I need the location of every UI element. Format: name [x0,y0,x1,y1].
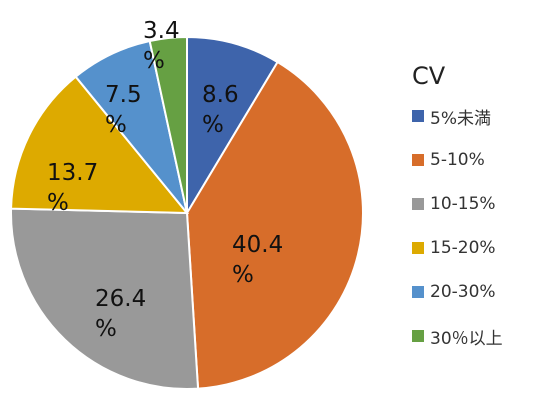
legend-label: 10-15% [430,194,496,214]
pie-slice-1 [186,35,279,217]
slice-label-value: 3.4 [143,18,180,44]
slice-label-value: 26.4 [95,286,146,312]
slice-label-unit: % [95,316,117,342]
slice-label-value: 40.4 [232,232,283,258]
legend-label: 15-20% [430,238,496,258]
slice-label-value: 8.6 [202,82,239,108]
slice-label-unit: % [202,112,224,138]
slice-label-3: 26.4% [95,286,146,342]
legend: CV 5%未満 5-10% 10-15% 15-20% 20-30% 30％以上 [412,62,503,368]
legend-title: CV [412,62,446,90]
legend-label: 5-10% [430,150,485,170]
legend-label: 20-30% [430,282,496,302]
legend-swatch [412,110,424,122]
slice-label-6: 3.4% [143,18,180,74]
legend-item-6: 30％以上 [412,324,503,349]
pie-slice-2 [185,60,364,390]
legend-swatch [412,198,424,210]
pie-slices [10,35,364,390]
legend-label: 5%未満 [430,108,491,129]
legend-swatch [412,330,424,342]
slice-label-unit: % [105,112,127,138]
slice-label-5: 7.5% [105,82,142,138]
slice-label-value: 13.7 [47,160,98,186]
slice-label-unit: % [143,48,165,74]
slice-label-unit: % [232,262,254,288]
slice-label-value: 7.5 [105,82,142,108]
legend-item-5: 20-30% [412,280,503,304]
pie-slice-6 [148,35,188,214]
slice-label-4: 13.7% [47,160,98,216]
legend-item-1: 5%未満 [412,104,503,129]
slice-label-1: 8.6% [202,82,239,138]
slice-label-unit: % [47,190,69,216]
legend-item-4: 15-20% [412,236,503,260]
legend-item-3: 10-15% [412,192,503,216]
pie-slice-3 [10,207,200,390]
legend-swatch [412,242,424,254]
slice-label-2: 40.4% [232,232,283,288]
legend-item-2: 5-10% [412,148,503,172]
pie-slice-4 [10,75,190,215]
legend-items: 5%未満 5-10% 10-15% 15-20% 20-30% 30％以上 [412,104,503,349]
slice-labels: 8.6 %40.4 %26.4 %13.7 %7.5 %3.4% [47,18,283,342]
legend-label: 30％以上 [430,328,503,349]
legend-swatch [412,286,424,298]
legend-swatch [412,154,424,166]
